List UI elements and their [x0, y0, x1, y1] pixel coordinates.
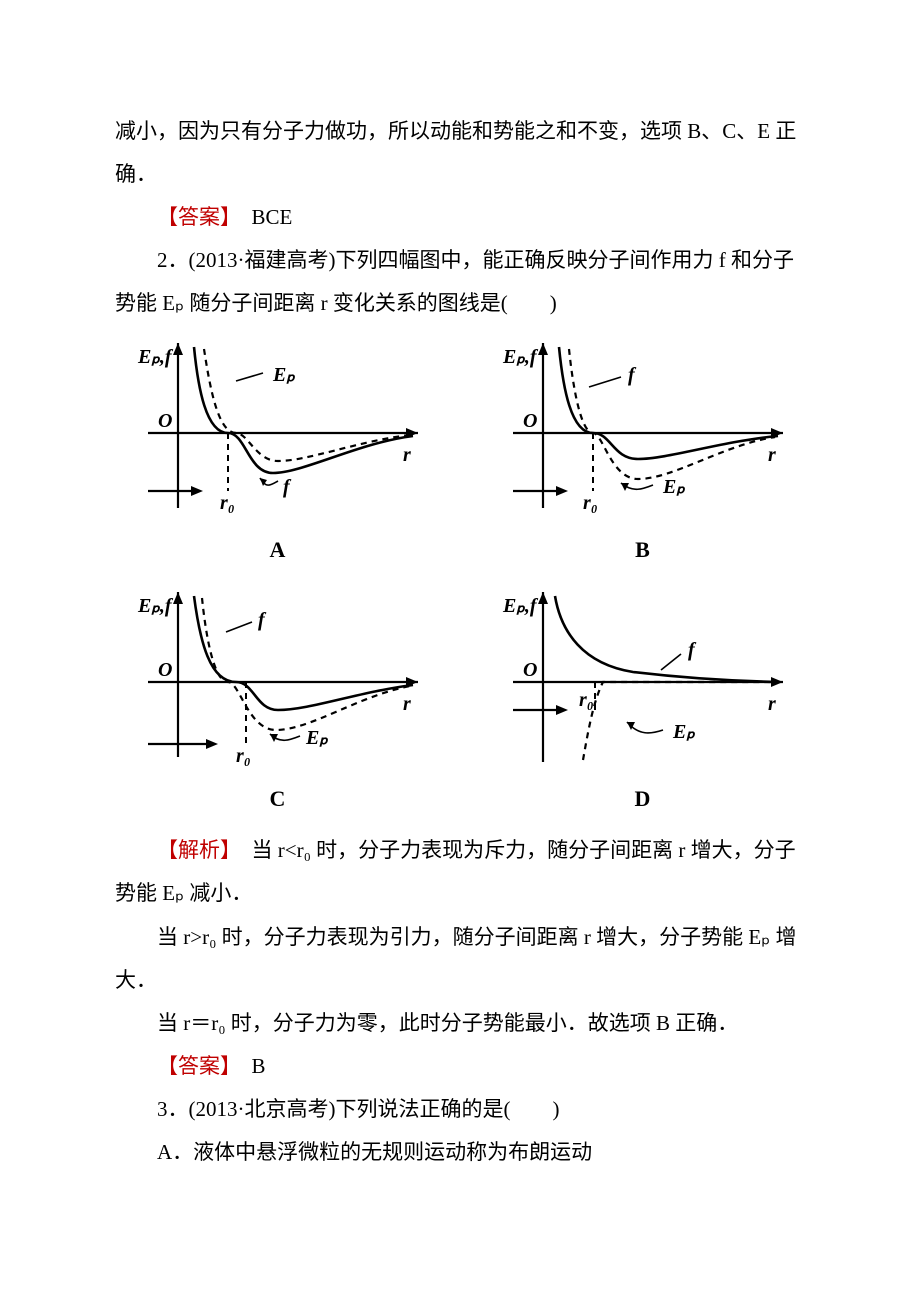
text: 2．(2013·福建高考)下列四幅图中，能正确反映分子间作用力 f 和分子势能 …: [115, 248, 794, 315]
analysis-p2: 当 r>r₀ 时，分子力表现为引力，随分子间距离 r 增大，分子势能 Eₚ 增大…: [115, 916, 805, 1002]
f-label: f: [628, 364, 637, 386]
figure-a: Eₚ,f O r r₀ Eₚ f A: [115, 333, 440, 572]
xlabel: r: [768, 444, 776, 466]
ep-label: Eₚ: [672, 721, 695, 743]
ep-label: Eₚ: [305, 727, 328, 749]
text: A．液体中悬浮微粒的无规则运动称为布朗运动: [157, 1140, 592, 1164]
figure-c-svg: Eₚ,f O r r₀ f Eₚ: [128, 582, 428, 772]
analysis-p3: 当 r＝r₀ 时，分子力为零，此时分子势能最小．故选项 B 正确．: [115, 1002, 805, 1045]
xlabel: r: [768, 693, 776, 715]
f-label: f: [688, 639, 697, 661]
figure-b: Eₚ,f O r r₀ f Eₚ B: [480, 333, 805, 572]
r0-label: r₀: [579, 689, 594, 711]
ylabel: Eₚ,f: [137, 346, 174, 368]
figure-c: Eₚ,f O r r₀ f Eₚ C: [115, 582, 440, 821]
text: 当 r＝r₀ 时，分子力为零，此时分子势能最小．故选项 B 正确．: [157, 1011, 738, 1035]
text: 当 r>r₀ 时，分子力表现为引力，随分子间距离 r 增大，分子势能 Eₚ 增大…: [115, 925, 796, 992]
figure-grid: Eₚ,f O r r₀ Eₚ f A: [115, 333, 805, 821]
answer-label: 【答案】: [157, 1054, 231, 1078]
r0-label: r₀: [236, 745, 251, 767]
curve-ep: [569, 349, 775, 479]
ep-label: Eₚ: [272, 364, 295, 386]
r0-label: r₀: [583, 492, 598, 514]
question-3-option-a: A．液体中悬浮微粒的无规则运动称为布朗运动: [115, 1131, 805, 1174]
f-label: f: [283, 476, 292, 498]
answer-value: BCE: [231, 205, 293, 229]
analysis-label: 【解析】: [157, 838, 231, 862]
question-3: 3．(2013·北京高考)下列说法正确的是( ): [115, 1088, 805, 1131]
page: 减小，因为只有分子力做功，所以动能和势能之和不变，选项 B、C、E 正确． 【答…: [0, 0, 920, 1234]
text: 3．(2013·北京高考)下列说法正确的是( ): [157, 1097, 559, 1121]
origin-label: O: [523, 659, 537, 681]
answer-1: 【答案】 BCE: [115, 196, 805, 239]
curve-ep: [204, 349, 410, 461]
curve-f: [194, 347, 413, 473]
ylabel: Eₚ,f: [137, 595, 174, 617]
analysis-p1: 【解析】 当 r<r₀ 时，分子力表现为斥力，随分子间距离 r 增大，分子势能 …: [115, 829, 805, 915]
figure-caption-a: A: [270, 527, 286, 572]
f-label: f: [258, 609, 267, 631]
figure-d: Eₚ,f O r r₀ f Eₚ D: [480, 582, 805, 821]
figure-caption-c: C: [270, 776, 286, 821]
figure-caption-d: D: [635, 776, 651, 821]
text: 减小，因为只有分子力做功，所以动能和势能之和不变，选项 B、C、E 正确．: [115, 119, 796, 186]
ylabel: Eₚ,f: [502, 346, 539, 368]
curve-f: [559, 347, 778, 459]
figure-b-svg: Eₚ,f O r r₀ f Eₚ: [493, 333, 793, 523]
origin-label: O: [523, 410, 537, 432]
curve-f: [194, 596, 413, 710]
question-2: 2．(2013·福建高考)下列四幅图中，能正确反映分子间作用力 f 和分子势能 …: [115, 239, 805, 325]
origin-label: O: [158, 410, 172, 432]
xlabel: r: [403, 444, 411, 466]
figure-caption-b: B: [635, 527, 650, 572]
answer-2: 【答案】 B: [115, 1045, 805, 1088]
xlabel: r: [403, 693, 411, 715]
origin-label: O: [158, 659, 172, 681]
r0-label: r₀: [220, 492, 235, 514]
paragraph-continuation: 减小，因为只有分子力做功，所以动能和势能之和不变，选项 B、C、E 正确．: [115, 110, 805, 196]
ep-label: Eₚ: [662, 476, 685, 498]
curve-ep: [202, 598, 410, 730]
curve-f: [555, 596, 778, 682]
answer-label: 【答案】: [157, 205, 231, 229]
figure-a-svg: Eₚ,f O r r₀ Eₚ f: [128, 333, 428, 523]
answer-value: B: [231, 1054, 266, 1078]
figure-d-svg: Eₚ,f O r r₀ f Eₚ: [493, 582, 793, 772]
ylabel: Eₚ,f: [502, 595, 539, 617]
